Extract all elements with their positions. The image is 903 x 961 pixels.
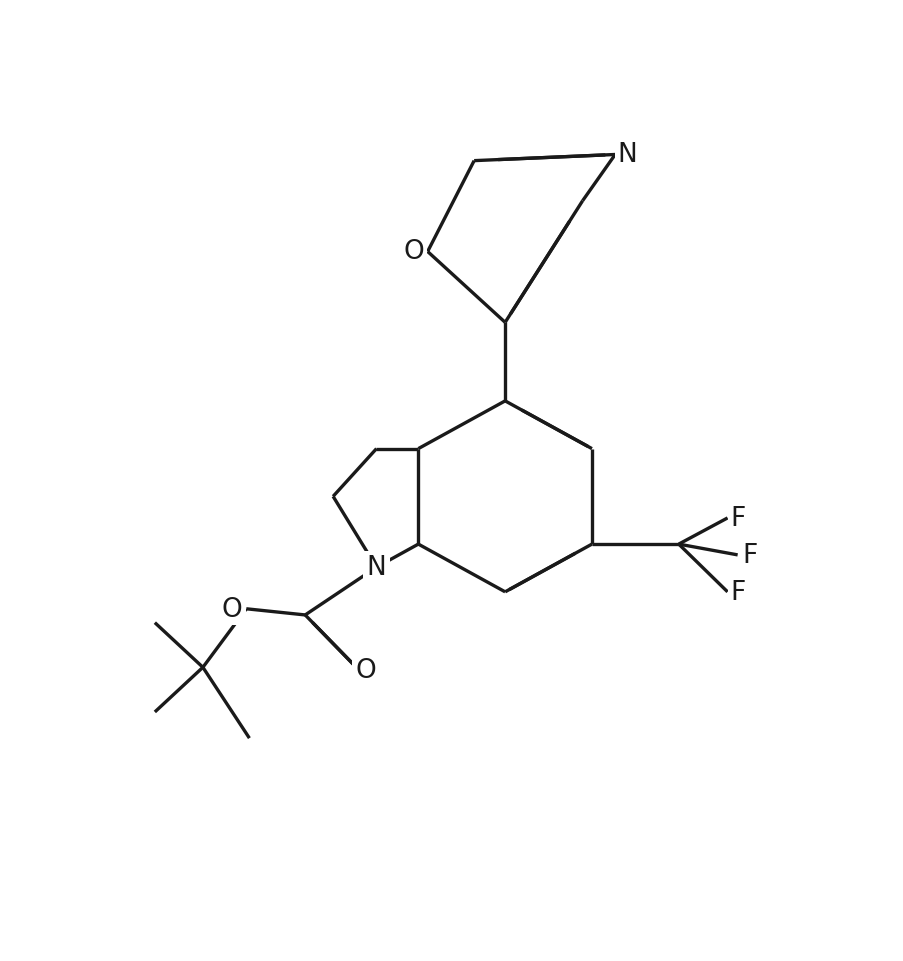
Text: F: F xyxy=(730,505,745,531)
Text: N: N xyxy=(617,142,637,168)
Text: F: F xyxy=(741,542,757,568)
Text: O: O xyxy=(222,596,243,622)
Text: F: F xyxy=(730,579,745,605)
Text: O: O xyxy=(355,657,376,683)
Text: O: O xyxy=(403,239,424,265)
Text: N: N xyxy=(367,554,386,580)
